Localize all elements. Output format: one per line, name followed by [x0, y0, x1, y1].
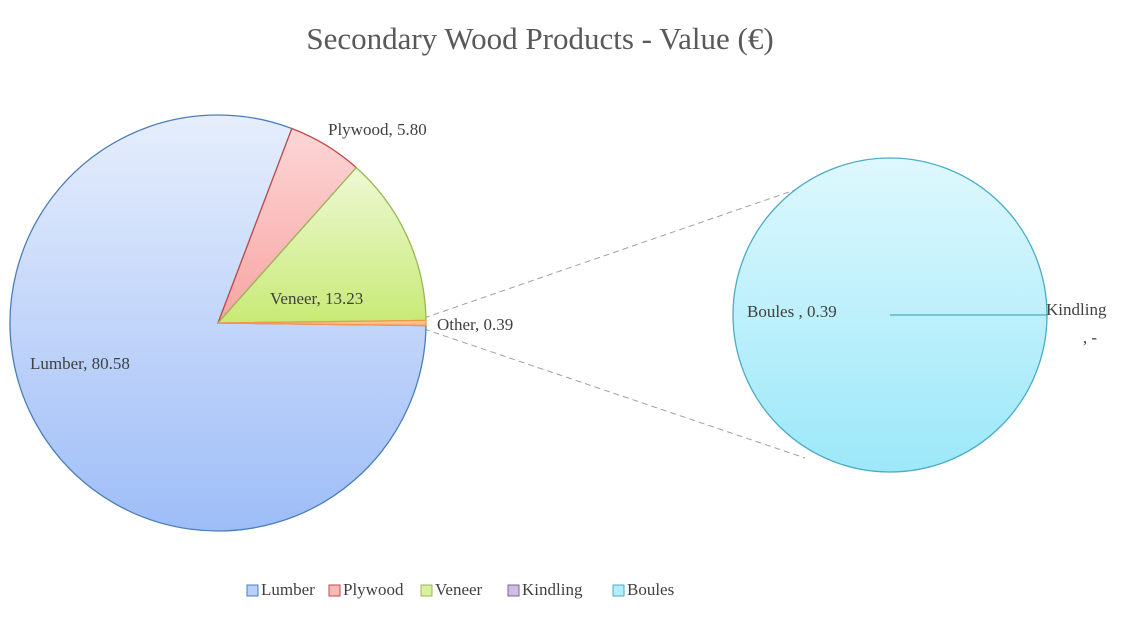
label-value: 0.39: [807, 302, 837, 321]
label-category: Other: [437, 315, 476, 334]
label-separator: ,: [388, 120, 397, 139]
label-separator: ,: [798, 302, 807, 321]
label-category: Boules: [747, 302, 798, 321]
label-separator: ,: [317, 289, 326, 308]
data-label: , -: [1083, 328, 1098, 347]
label-value: 80.58: [92, 354, 130, 373]
pie-slice: [217, 319, 427, 327]
data-label: Kindling: [1046, 300, 1107, 319]
connector: [423, 328, 806, 459]
chart-title: Secondary Wood Products - Value (€): [306, 21, 773, 56]
data-label: Veneer, 13.23: [270, 289, 363, 308]
label-value: 5.80: [397, 120, 427, 139]
label-category: Plywood: [328, 120, 389, 139]
label-separator: ,: [475, 315, 484, 334]
data-label: Other, 0.39: [437, 315, 513, 334]
legend-swatch: [507, 584, 520, 597]
data-label: Boules , 0.39: [747, 302, 837, 321]
label-category: Veneer: [270, 289, 318, 308]
label-category: Lumber: [30, 354, 84, 373]
legend-swatch: [328, 584, 341, 597]
data-label: Lumber, 80.58: [30, 354, 130, 373]
pie-slice: [216, 166, 427, 324]
legend-swatch: [246, 584, 259, 597]
label-value: 13.23: [325, 289, 363, 308]
legend-swatch: [420, 584, 433, 597]
label-separator: ,: [1083, 328, 1092, 347]
data-label: Plywood, 5.80: [328, 120, 427, 139]
legend-label: Lumber: [261, 580, 315, 599]
label-value: -: [1091, 328, 1097, 347]
legend-swatch: [612, 584, 625, 597]
label-value: 0.39: [484, 315, 514, 334]
legend-label: Kindling: [522, 580, 583, 599]
legend-label: Veneer: [435, 580, 483, 599]
legend-label: Boules: [627, 580, 674, 599]
legend-label: Plywood: [343, 580, 404, 599]
label-separator: ,: [83, 354, 92, 373]
